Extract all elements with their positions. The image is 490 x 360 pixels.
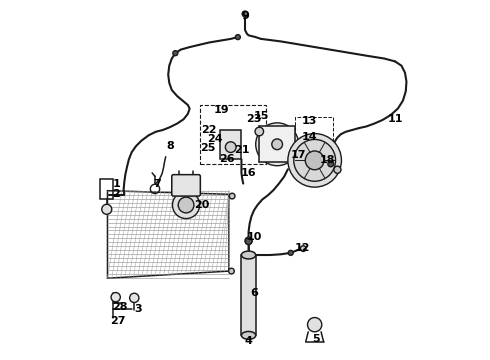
Circle shape — [294, 139, 336, 181]
Text: 1: 1 — [113, 179, 120, 189]
Circle shape — [255, 127, 264, 136]
Text: 9: 9 — [241, 11, 249, 21]
Circle shape — [328, 161, 334, 167]
Text: 21: 21 — [234, 145, 249, 155]
Circle shape — [256, 123, 298, 166]
Circle shape — [288, 134, 342, 187]
Ellipse shape — [242, 332, 256, 339]
Text: 16: 16 — [241, 168, 256, 178]
Circle shape — [235, 35, 241, 40]
Text: 10: 10 — [247, 232, 262, 242]
Text: 15: 15 — [253, 111, 269, 121]
Text: 28: 28 — [112, 302, 128, 312]
Circle shape — [288, 250, 293, 255]
Circle shape — [308, 318, 322, 332]
Text: 17: 17 — [291, 150, 306, 160]
Text: 8: 8 — [166, 141, 174, 151]
Circle shape — [102, 204, 112, 214]
Text: 24: 24 — [207, 134, 222, 144]
Bar — [100, 179, 113, 199]
Circle shape — [305, 151, 324, 170]
Circle shape — [300, 246, 306, 251]
Text: 26: 26 — [220, 154, 235, 163]
Text: 12: 12 — [294, 243, 310, 253]
Text: 25: 25 — [200, 143, 215, 153]
Circle shape — [245, 238, 252, 245]
Text: 4: 4 — [245, 336, 252, 346]
Text: 14: 14 — [301, 132, 317, 142]
Text: 13: 13 — [302, 116, 317, 126]
Circle shape — [272, 139, 283, 150]
Ellipse shape — [242, 251, 256, 259]
Bar — [295, 117, 333, 160]
Circle shape — [173, 51, 178, 56]
Circle shape — [225, 142, 236, 153]
FancyBboxPatch shape — [172, 175, 200, 196]
Text: 22: 22 — [201, 125, 217, 135]
Bar — [200, 105, 267, 164]
Circle shape — [334, 166, 341, 173]
Circle shape — [172, 192, 199, 219]
Text: 7: 7 — [153, 179, 161, 189]
Text: 11: 11 — [387, 114, 403, 124]
Text: 23: 23 — [246, 114, 262, 124]
Text: 18: 18 — [319, 156, 335, 165]
Bar — [259, 126, 295, 162]
Circle shape — [228, 268, 234, 274]
Text: 27: 27 — [110, 316, 126, 326]
Text: 19: 19 — [214, 105, 230, 115]
Circle shape — [245, 237, 252, 244]
Circle shape — [111, 293, 121, 302]
Circle shape — [130, 293, 139, 302]
Text: 3: 3 — [134, 303, 142, 314]
Bar — [242, 255, 256, 336]
Circle shape — [178, 197, 194, 213]
Circle shape — [242, 11, 248, 17]
Text: 6: 6 — [251, 288, 259, 297]
Bar — [220, 130, 242, 158]
Text: 20: 20 — [195, 200, 210, 210]
Circle shape — [229, 193, 235, 199]
Text: 5: 5 — [313, 334, 320, 344]
Text: 2: 2 — [113, 189, 120, 199]
